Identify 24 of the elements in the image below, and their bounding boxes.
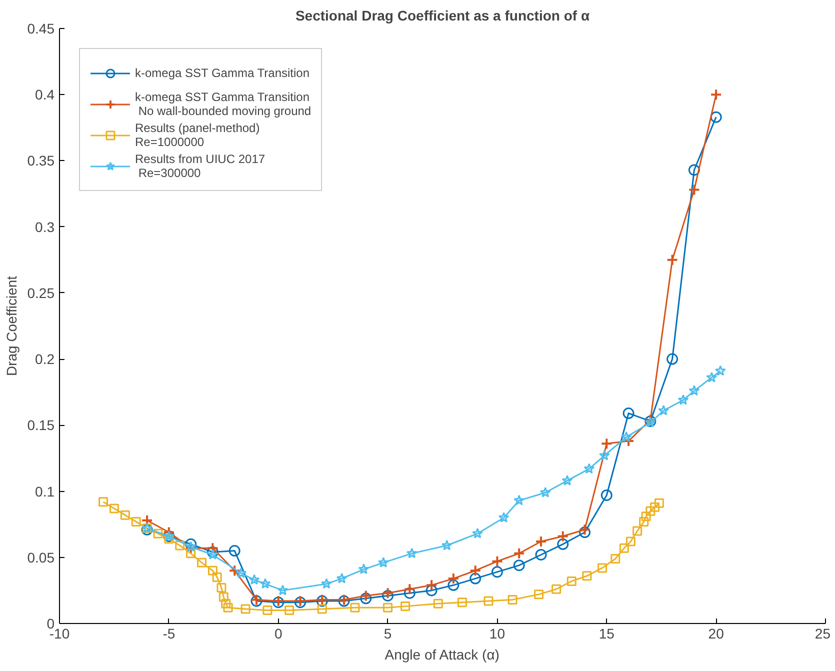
chart-title: Sectional Drag Coefficient as a function of α — [295, 8, 590, 24]
legend-label: Results from UIUC 2017 Re=300000 — [135, 152, 266, 180]
y-tick-label: 0.15 — [27, 417, 55, 434]
x-tick-label: 20 — [708, 626, 724, 642]
x-tick-label: -5 — [162, 626, 176, 642]
x-tick-label: 15 — [598, 626, 615, 642]
y-tick-label: 0.05 — [27, 549, 55, 566]
y-axis-title: Drag Coefficient — [3, 276, 20, 376]
x-axis-title: Angle of Attack (α) — [384, 646, 500, 662]
legend-label: k-omega SST Gamma Transition No wall-bounded moving ground — [135, 90, 312, 118]
y-tick-label: 0.2 — [35, 351, 55, 368]
y-tick-label: 0.45 — [27, 20, 55, 36]
x-tick-label: 10 — [489, 626, 506, 642]
legend-label: Results (panel-method) Re=1000000 — [135, 121, 260, 149]
x-tick-label: 0 — [274, 626, 282, 642]
legend-label: k-omega SST Gamma Transition — [135, 65, 310, 82]
y-tick-label: 0.35 — [27, 152, 55, 169]
y-tick-label: 0.1 — [35, 483, 55, 500]
x-tick-label: 5 — [384, 626, 392, 642]
y-tick-label: 0.3 — [35, 218, 55, 235]
y-tick-label: 0.25 — [27, 284, 55, 301]
y-tick-label: 0 — [46, 616, 55, 632]
x-tick-label: 25 — [814, 626, 831, 642]
y-tick-label: 0.4 — [35, 86, 55, 103]
